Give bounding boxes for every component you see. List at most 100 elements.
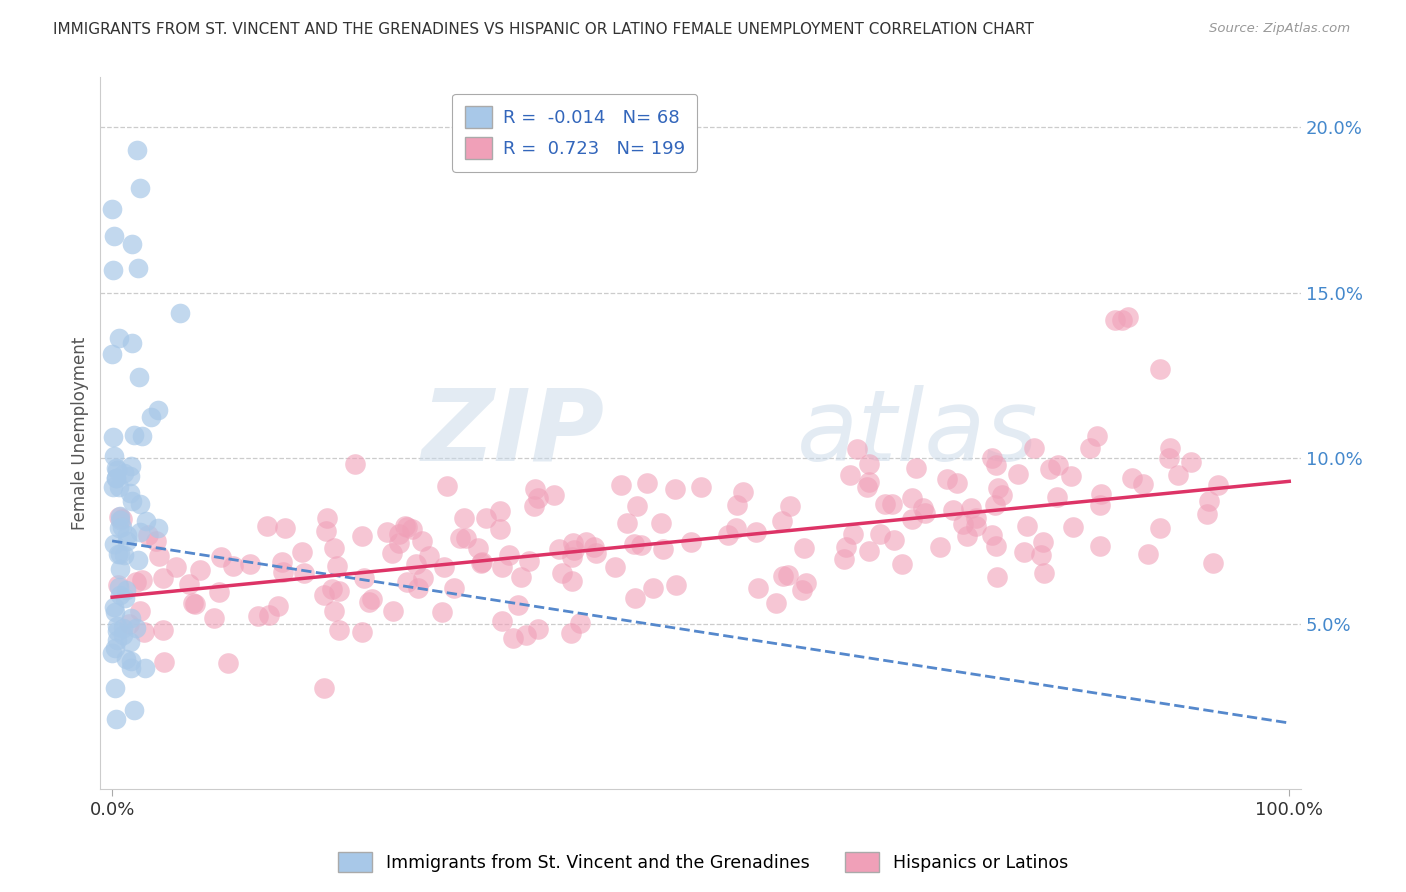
Point [725, 521, 748, 535]
Point [890, 557, 912, 571]
Point [1180, 455, 1202, 469]
Point [382, 604, 405, 618]
Point [125, 621, 148, 635]
Point [630, 538, 652, 552]
Point [770, 514, 793, 528]
Point [842, 527, 865, 541]
Point [129, 604, 152, 618]
Point [120, 485, 142, 500]
Point [111, 512, 134, 526]
Point [388, 527, 411, 541]
Point [125, 574, 148, 589]
Point [471, 555, 494, 569]
Point [103, 537, 125, 551]
Point [408, 582, 430, 596]
Point [388, 536, 411, 550]
Point [475, 510, 498, 524]
Point [936, 473, 959, 487]
Point [725, 498, 748, 512]
Point [111, 628, 134, 642]
Point [105, 471, 128, 485]
Point [875, 497, 897, 511]
Point [411, 534, 433, 549]
Point [105, 712, 128, 726]
Point [433, 560, 456, 574]
Point [1132, 476, 1154, 491]
Point [561, 549, 583, 564]
Point [616, 516, 638, 530]
Point [846, 442, 869, 456]
Point [436, 479, 458, 493]
Point [101, 263, 124, 277]
Point [1024, 441, 1046, 455]
Point [498, 548, 520, 562]
Point [1062, 520, 1084, 534]
Point [835, 540, 858, 554]
Point [221, 558, 243, 573]
Point [135, 514, 157, 528]
Point [456, 531, 478, 545]
Point [120, 459, 142, 474]
Point [523, 499, 546, 513]
Point [145, 533, 167, 548]
Point [328, 584, 350, 599]
Point [353, 571, 375, 585]
Point [107, 624, 129, 638]
Point [323, 541, 346, 556]
Point [1090, 539, 1112, 553]
Point [965, 510, 987, 524]
Point [121, 494, 143, 508]
Point [111, 621, 134, 635]
Point [585, 546, 607, 560]
Point [105, 463, 128, 477]
Point [108, 513, 131, 527]
Point [1149, 521, 1171, 535]
Point [131, 429, 153, 443]
Point [107, 578, 129, 592]
Point [325, 559, 347, 574]
Point [127, 144, 149, 158]
Point [115, 582, 138, 597]
Point [502, 632, 524, 646]
Point [271, 565, 294, 579]
Point [517, 554, 540, 568]
Point [108, 520, 131, 534]
Point [181, 596, 204, 610]
Point [132, 625, 155, 640]
Point [952, 516, 974, 531]
Point [794, 575, 817, 590]
Point [551, 566, 574, 580]
Point [118, 469, 141, 483]
Point [120, 655, 142, 669]
Point [1121, 471, 1143, 485]
Point [165, 560, 187, 574]
Point [858, 475, 880, 489]
Point [101, 646, 124, 660]
Point [1116, 310, 1139, 324]
Point [257, 608, 280, 623]
Point [636, 475, 658, 490]
Point [491, 614, 513, 628]
Point [328, 623, 350, 637]
Point [623, 591, 645, 605]
Point [148, 549, 170, 563]
Point [266, 599, 288, 613]
Point [914, 506, 936, 520]
Point [1007, 467, 1029, 481]
Point [858, 457, 880, 471]
Point [527, 622, 550, 636]
Legend: Immigrants from St. Vincent and the Grenadines, Hispanics or Latinos: Immigrants from St. Vincent and the Gren… [330, 845, 1076, 879]
Point [568, 616, 591, 631]
Point [745, 525, 768, 540]
Point [394, 519, 416, 533]
Point [956, 529, 979, 543]
Point [344, 458, 367, 472]
Point [1060, 469, 1083, 483]
Point [839, 468, 862, 483]
Point [1047, 458, 1070, 472]
Point [105, 632, 128, 647]
Point [582, 540, 605, 554]
Point [112, 548, 135, 562]
Point [270, 555, 292, 569]
Point [112, 466, 135, 480]
